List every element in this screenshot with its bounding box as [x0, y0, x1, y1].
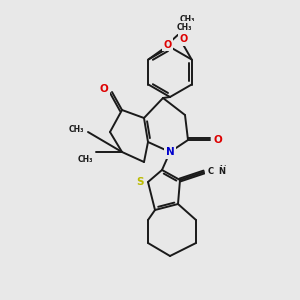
Text: N: N — [218, 167, 226, 176]
Text: N: N — [166, 147, 174, 157]
Text: O: O — [163, 40, 172, 50]
Text: CH₃: CH₃ — [177, 23, 192, 32]
Text: O: O — [100, 84, 108, 94]
Text: CH₃: CH₃ — [180, 15, 195, 24]
Text: CH₃: CH₃ — [68, 125, 84, 134]
Text: CH₃: CH₃ — [77, 155, 93, 164]
Text: O: O — [214, 135, 222, 145]
Text: C≡N: C≡N — [207, 166, 227, 175]
Text: C: C — [208, 167, 214, 176]
Text: N: N — [208, 167, 216, 176]
Text: S: S — [136, 177, 144, 187]
Text: O: O — [179, 34, 188, 44]
